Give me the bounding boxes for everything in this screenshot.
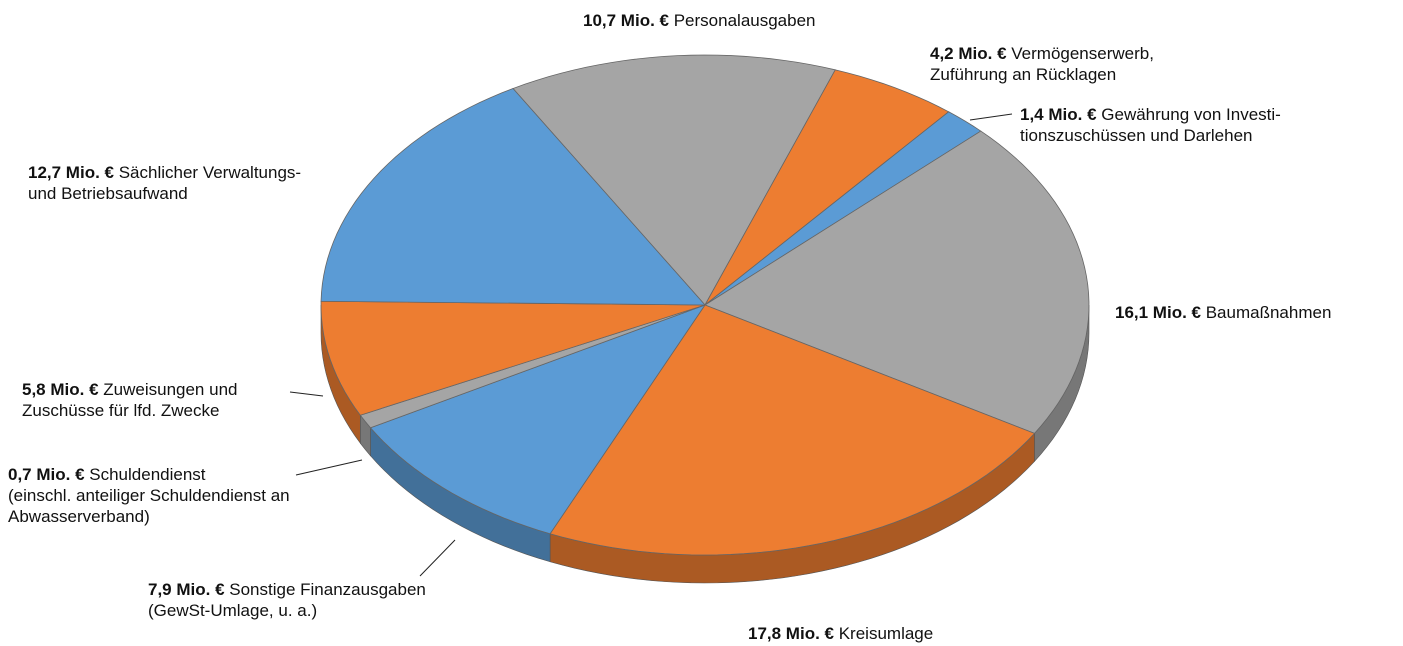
slice-label: 5,8 Mio. € Zuweisungen und Zuschüsse für… [22,379,237,421]
value-label: 1,4 Mio. € [1020,105,1097,124]
slice-label: 0,7 Mio. € Schuldendienst (einschl. ante… [8,464,290,527]
leader-line [295,459,363,476]
value-label: 12,7 Mio. € [28,163,114,182]
leader-line [289,391,324,397]
slice-label: 12,7 Mio. € Sächlicher Verwaltungs- und … [28,162,301,204]
category-label: Sonstige Finanzausgaben (GewSt-Umlage, u… [148,580,426,620]
category-label: Kreisumlage [838,624,934,643]
value-label: 4,2 Mio. € [930,44,1007,63]
category-label: Zuweisungen und Zuschüsse für lfd. Zweck… [22,380,238,420]
category-label: Schuldendienst (einschl. anteiliger Schu… [8,465,290,526]
slice [704,69,950,306]
category-label: Personalausgaben [673,11,816,30]
slice [369,304,707,535]
category-label: Vermögenserwerb, Zuführung an Rücklagen [930,44,1154,84]
slice-label: 16,1 Mio. € Baumaßnahmen [1115,302,1331,323]
slice-label: 10,7 Mio. € Personalausgaben [583,10,816,31]
value-label: 0,7 Mio. € [8,465,85,484]
slice [549,304,1036,556]
value-label: 10,7 Mio. € [583,11,669,30]
value-label: 17,8 Mio. € [748,624,834,643]
slice [704,130,1090,434]
slice [320,300,706,416]
value-label: 7,9 Mio. € [148,580,225,599]
slice [512,54,836,306]
slice [320,88,706,306]
slice-label: 7,9 Mio. € Sonstige Finanzausgaben (GewS… [148,579,426,621]
leader-line [969,113,1013,121]
slice-label: 4,2 Mio. € Vermögenserwerb, Zuführung an… [930,43,1154,85]
value-label: 5,8 Mio. € [22,380,99,399]
category-label: Baumaßnahmen [1205,303,1332,322]
leader-line [419,539,456,577]
category-label: Sächlicher Verwaltungs- und Betriebsaufw… [28,163,302,203]
slice-label: 1,4 Mio. € Gewährung von Investi- tionsz… [1020,104,1281,146]
value-label: 16,1 Mio. € [1115,303,1201,322]
slice-label: 17,8 Mio. € Kreisumlage [748,623,933,644]
category-label: Gewährung von Investi- tionszuschüssen u… [1020,105,1281,145]
